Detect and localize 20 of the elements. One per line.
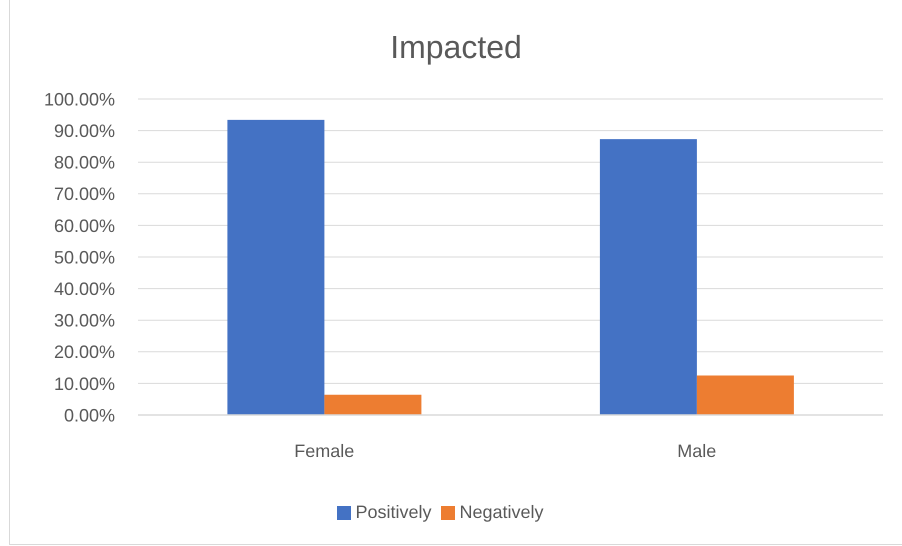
y-tick-label: 80.00% [54, 152, 115, 173]
chart-title: Impacted [389, 28, 523, 66]
y-tick-label: 0.00% [64, 405, 115, 426]
y-tick-label: 90.00% [54, 120, 115, 141]
legend-label: Negatively [459, 502, 544, 522]
y-tick-label: 60.00% [54, 216, 115, 236]
y-tick-label: 70.00% [54, 184, 115, 204]
y-tick-label: 50.00% [54, 247, 115, 268]
legend-label: Positively [355, 502, 432, 522]
bar [324, 394, 422, 415]
x-tick-label: Male [677, 440, 716, 461]
bar [227, 120, 324, 415]
y-tick-label: 100.00% [44, 89, 115, 110]
y-tick-label: 30.00% [54, 310, 115, 331]
bar [600, 139, 697, 415]
bar [696, 376, 794, 415]
y-tick-label: 20.00% [54, 342, 115, 362]
y-tick-label: 10.00% [54, 374, 115, 394]
y-tick-label: 40.00% [54, 278, 115, 299]
x-tick-label: Female [294, 440, 354, 461]
